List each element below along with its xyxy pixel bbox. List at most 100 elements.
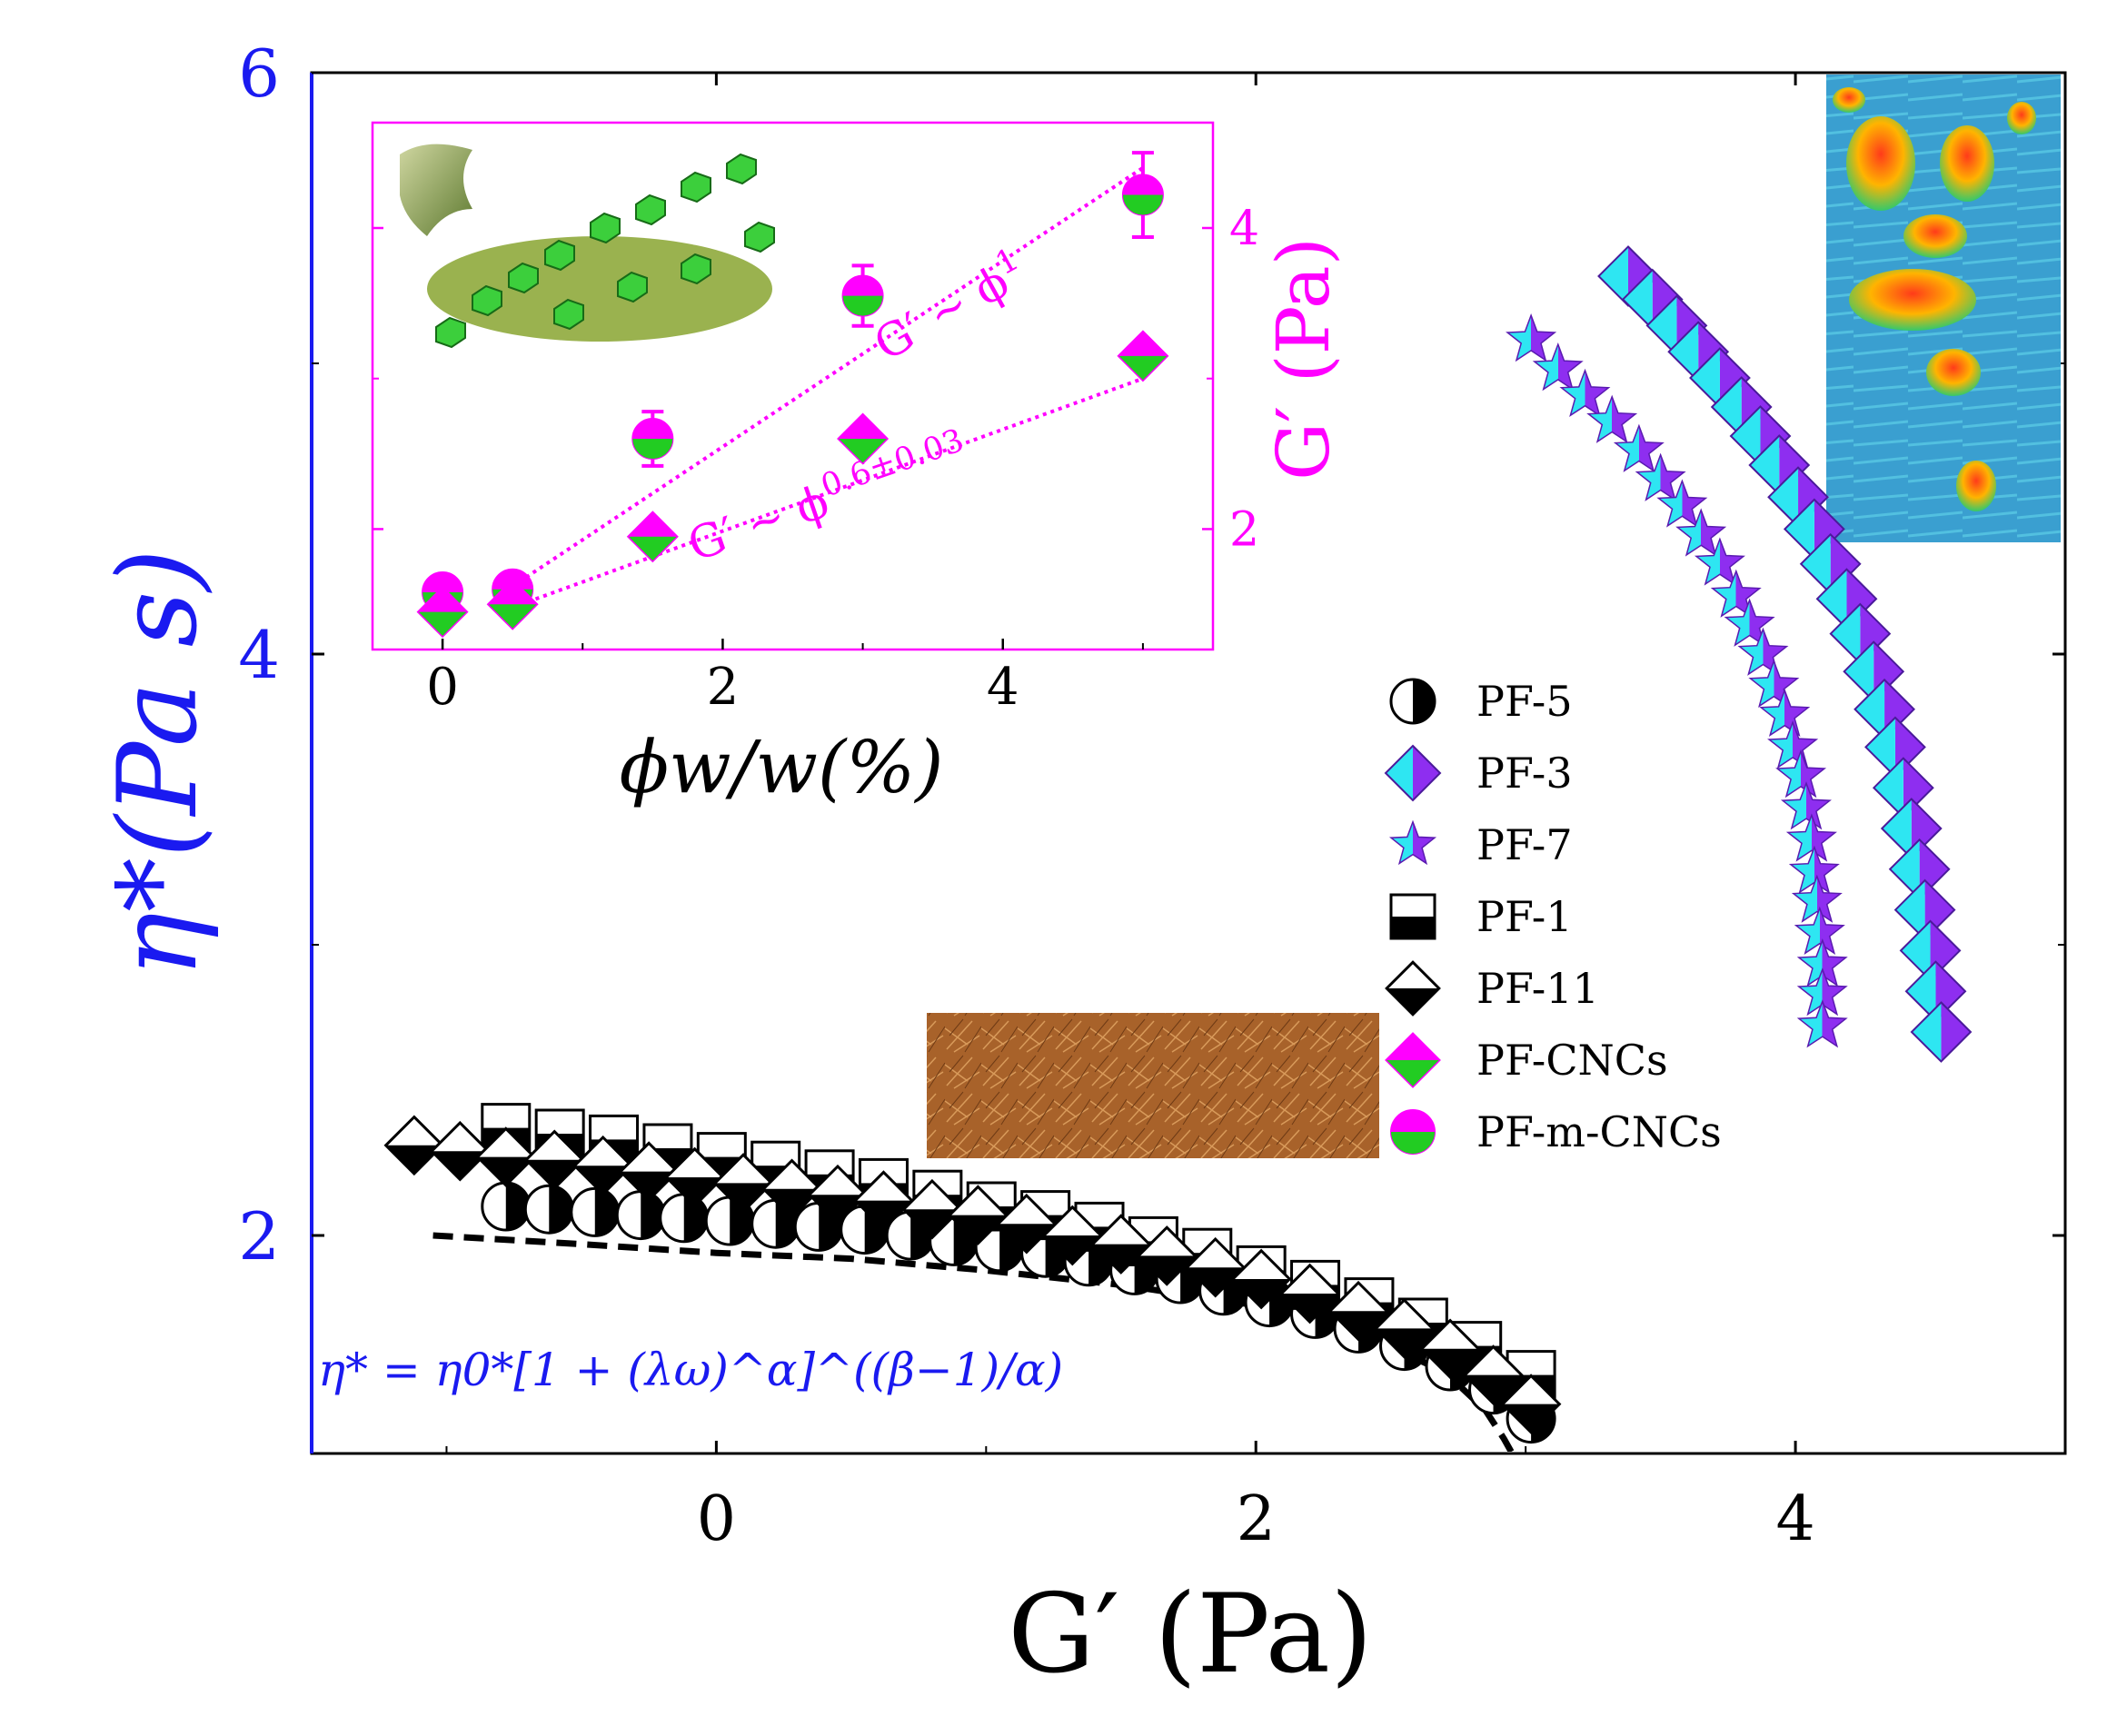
data-point (1910, 1001, 1973, 1063)
data-point (853, 1170, 914, 1231)
legend: PF-5 PF-3 PF-7 PF-1 PF-11 PF-CNCs PF-m-CNCs (1384, 677, 1722, 1156)
data-point (1613, 423, 1665, 472)
main-y-tick-label: 4 (238, 617, 280, 693)
data-point (429, 1120, 491, 1182)
legend-item: PF-3 (1384, 744, 1573, 802)
data-point (1635, 452, 1686, 501)
data-point (523, 1184, 574, 1235)
main-x-tick-label: 4 (1775, 1483, 1814, 1555)
data-point (383, 1115, 445, 1176)
data-point (1327, 1280, 1389, 1342)
inset-series-pf-cncs (416, 330, 1169, 639)
data-point (996, 1193, 1058, 1255)
data-point (475, 1126, 537, 1187)
data-point (1675, 508, 1727, 557)
legend-label: PF-7 (1476, 820, 1573, 869)
data-point (615, 1190, 666, 1241)
legend-marker (1390, 1109, 1436, 1155)
data-point (1586, 394, 1638, 443)
inset-y-tick-label: 4 (1229, 202, 1259, 256)
legend-label: PF-5 (1476, 677, 1573, 726)
data-point (1748, 659, 1800, 709)
data-point (1780, 781, 1832, 830)
inset-x-axis-label: ϕw/w(%) (620, 725, 944, 809)
main-x-tick-label: 0 (697, 1483, 736, 1555)
legend-marker (1385, 1032, 1441, 1088)
data-point (901, 1178, 963, 1240)
legend-label: PF-m-CNCs (1476, 1107, 1722, 1156)
inset-data-point (631, 418, 674, 460)
inset-fit-line (512, 166, 1145, 589)
legend-marker (1388, 819, 1437, 866)
legend-item: PF-5 (1389, 677, 1573, 726)
data-point (1500, 1374, 1562, 1434)
main-y-axis-label: η*(Pa s) (95, 549, 222, 977)
data-point (1185, 1236, 1247, 1298)
data-point (1374, 1298, 1435, 1359)
inset-plot-frame (371, 121, 1215, 651)
main-y-tick-label: 2 (238, 1198, 280, 1275)
data-point (1230, 1248, 1292, 1310)
data-point (572, 1135, 633, 1196)
legend-label: PF-1 (1476, 892, 1573, 941)
legend-item: PF-7 (1388, 819, 1573, 869)
data-point (1737, 627, 1789, 676)
inset-x-tick-label: 2 (707, 658, 740, 717)
data-point (618, 1141, 680, 1202)
main-x-tick-label: 2 (1237, 1483, 1276, 1555)
series-pf-7 (1506, 312, 1848, 1048)
data-point (664, 1146, 725, 1208)
legend-label: PF-11 (1476, 964, 1599, 1013)
data-point (570, 1186, 621, 1237)
inset-fit-line (512, 376, 1144, 610)
series-pf-3 (1597, 245, 1973, 1063)
legend-marker (1385, 960, 1441, 1017)
inset-y-axis-label: G′ (Pa) (1261, 237, 1346, 481)
data-point (948, 1185, 1009, 1245)
legend-item: PF-11 (1385, 960, 1599, 1017)
data-point (807, 1164, 869, 1225)
data-point (1506, 312, 1557, 362)
data-point (1656, 479, 1708, 528)
inset-cartoon-illustration (400, 144, 775, 349)
data-point (1791, 874, 1843, 923)
inset-data-point (841, 274, 884, 317)
legend-marker (1389, 678, 1436, 725)
data-point (1532, 342, 1584, 392)
data-point (1136, 1225, 1198, 1286)
legend-item: PF-CNCs (1385, 1032, 1668, 1088)
data-point (1794, 906, 1845, 956)
data-point (523, 1129, 585, 1191)
data-point (1767, 719, 1819, 769)
inset-y-tick-label: 2 (1229, 502, 1259, 557)
data-point (1775, 749, 1827, 799)
series-pf-11 (383, 1115, 1562, 1434)
data-point (481, 1181, 532, 1232)
data-point (1785, 813, 1837, 862)
inset-ticks: 0 2 4 2 4 (373, 202, 1259, 717)
fit-formula-annotation: η* = η0*[1 + (λω)^α]^((β−1)/α) (318, 1344, 1063, 1396)
inset-data-point (486, 578, 539, 630)
data-point (1279, 1263, 1340, 1324)
inset-background (373, 123, 1213, 650)
main-axes: 0 2 4 2 4 6 (238, 35, 2067, 1555)
data-point (1759, 688, 1811, 738)
data-point (761, 1158, 822, 1220)
legend-marker (1389, 893, 1436, 940)
main-data-layer (383, 245, 1973, 1444)
legend-label: PF-CNCs (1476, 1036, 1668, 1085)
afm-image-top-right (1826, 74, 2061, 542)
main-x-axis-label: G′ (Pa) (1008, 1572, 1373, 1698)
data-point (1796, 999, 1848, 1048)
main-ticks: 0 2 4 2 4 6 (238, 35, 2065, 1555)
data-point (1559, 368, 1611, 418)
legend-item: PF-m-CNCs (1390, 1107, 1722, 1156)
inset-data-layer (416, 151, 1169, 639)
legend-label: PF-3 (1476, 749, 1573, 798)
data-point (1694, 537, 1745, 586)
inset-data-point (416, 586, 469, 639)
data-point (712, 1153, 774, 1214)
inset-x-tick-label: 4 (987, 658, 1019, 717)
inset-chart: 0 2 424 G′ ∼ ϕ1G′ ∼ ϕ0.6±0.03 ϕw/w(%) G′ (… (371, 121, 1346, 809)
